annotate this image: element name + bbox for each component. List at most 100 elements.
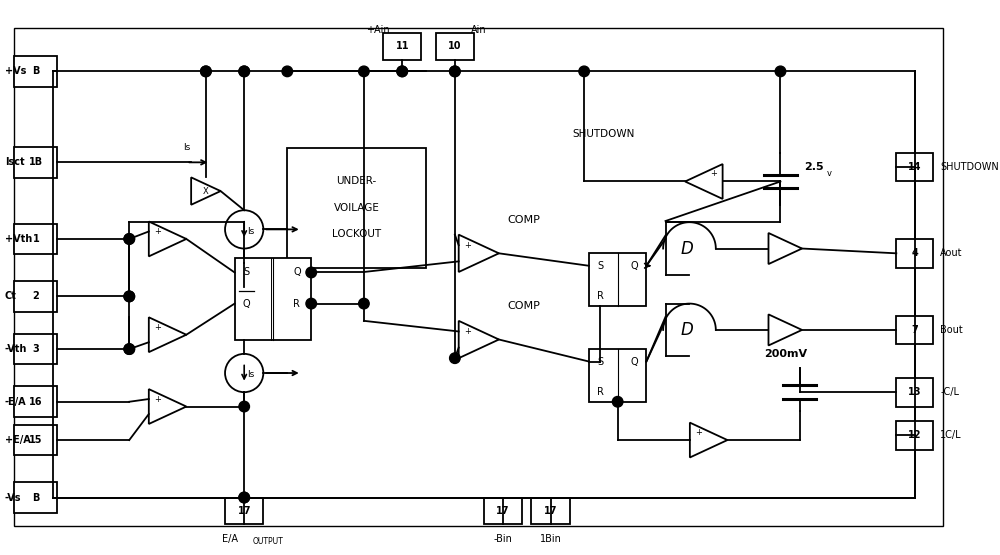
Text: Q: Q [293,268,301,278]
Text: S: S [243,268,249,278]
Circle shape [201,66,211,77]
Text: Is: Is [247,370,254,380]
Bar [896,239,933,268]
Bar [383,33,421,60]
Text: 3: 3 [33,344,39,354]
Circle shape [397,66,407,77]
Circle shape [201,66,211,77]
Bar [436,33,474,60]
Text: -E/A: -E/A [5,397,26,407]
Bar [225,497,263,524]
Text: Ain: Ain [471,25,487,35]
Bar [589,349,646,402]
Text: 2: 2 [33,291,39,301]
Text: +E/A: +E/A [5,435,31,445]
Text: Q: Q [630,261,638,271]
Circle shape [306,267,316,278]
Text: X: X [203,186,209,195]
Text: -C/L: -C/L [940,387,959,397]
Circle shape [124,344,135,354]
Bar [589,253,646,306]
Text: SHUTDOWN: SHUTDOWN [940,162,999,172]
Text: COMP: COMP [508,301,540,311]
Text: -Vs: -Vs [5,492,21,502]
Circle shape [124,291,135,302]
Text: v: v [826,169,831,178]
Circle shape [450,353,460,364]
Text: SHUTDOWN: SHUTDOWN [572,129,634,139]
Circle shape [124,234,135,244]
Text: Bout: Bout [940,325,963,335]
Text: LOCKOUT: LOCKOUT [332,229,381,239]
Bar [896,421,933,450]
Circle shape [239,66,249,77]
Text: +: + [154,227,161,236]
Text: OUTPUT: OUTPUT [253,537,284,546]
Bar [14,334,57,365]
Circle shape [450,66,460,77]
Text: +: + [464,327,471,336]
Text: S: S [597,356,603,366]
Text: 13: 13 [908,387,921,397]
Bar [14,482,57,513]
Bar [14,281,57,312]
Text: E/A: E/A [222,534,238,544]
Text: VOILAGE: VOILAGE [334,203,380,213]
Text: +Vth: +Vth [5,234,32,244]
Text: 200mV: 200mV [764,349,807,359]
Text: 17: 17 [237,506,251,516]
Text: 15: 15 [29,435,43,445]
Text: 1B: 1B [29,158,43,168]
Bar [484,497,522,524]
Text: +: + [711,169,717,179]
Text: R: R [597,291,604,301]
Circle shape [239,492,249,503]
Text: 11: 11 [395,42,409,52]
Circle shape [282,66,293,77]
Circle shape [579,66,589,77]
Circle shape [239,492,249,503]
Bar [14,386,57,417]
Text: B: B [32,492,40,502]
Text: 2.5: 2.5 [804,162,824,172]
Text: S: S [597,261,603,271]
Circle shape [397,66,407,77]
Text: B: B [32,67,40,77]
Text: 17: 17 [496,506,509,516]
Text: COMP: COMP [508,215,540,225]
Text: UNDER-: UNDER- [337,176,377,186]
Bar [896,378,933,406]
Circle shape [239,66,249,77]
Text: -Bin: -Bin [493,534,512,544]
Circle shape [239,401,249,412]
Text: +Vs: +Vs [5,67,26,77]
Bar [896,153,933,181]
Circle shape [450,66,460,77]
Text: R: R [293,299,300,309]
Circle shape [359,299,369,309]
Text: Ct: Ct [5,291,17,301]
Text: +Ain: +Ain [366,25,390,35]
Circle shape [124,344,135,354]
Text: 4: 4 [911,248,918,258]
Circle shape [359,66,369,77]
Text: 16: 16 [29,397,43,407]
Circle shape [306,299,316,309]
Text: 1Bin: 1Bin [540,534,562,544]
Text: 14: 14 [908,162,921,172]
Text: Q: Q [630,356,638,366]
Circle shape [124,234,135,244]
Text: +: + [695,428,702,437]
Text: -Vth: -Vth [5,344,27,354]
Circle shape [124,291,135,302]
Bar [235,258,311,340]
Bar [14,56,57,87]
Text: 10: 10 [448,42,462,52]
Bar [14,224,57,254]
Text: +: + [154,322,161,332]
Text: 1C/L: 1C/L [940,430,962,440]
Bar [14,147,57,178]
Text: Aout: Aout [940,248,963,258]
Text: 7: 7 [911,325,918,335]
Text: 12: 12 [908,430,921,440]
